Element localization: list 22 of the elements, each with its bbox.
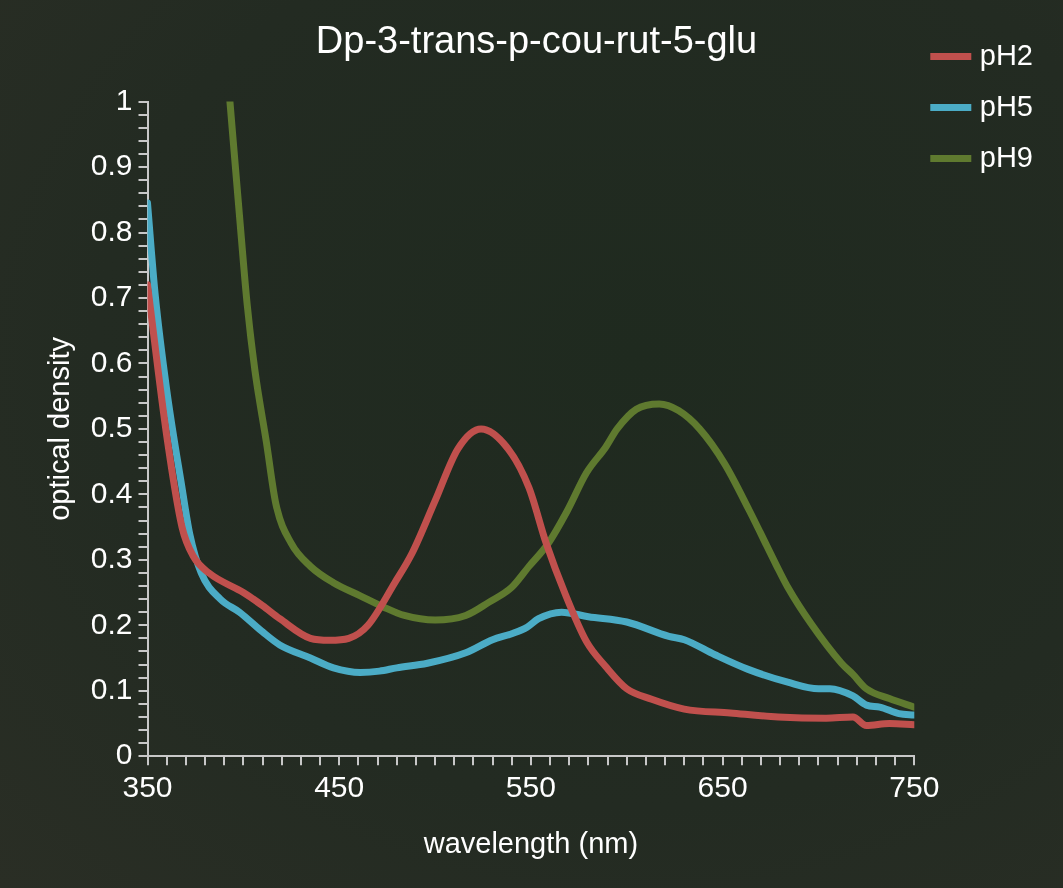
x-tick-label: 550 xyxy=(505,770,556,804)
legend-label: pH9 xyxy=(979,140,1033,173)
y-tick-label: 0.7 xyxy=(90,279,133,313)
x-axis-title: wavelength (nm) xyxy=(422,826,639,859)
chart-title: Dp-3-trans-p-cou-rut-5-glu xyxy=(315,19,758,62)
y-tick-label: 0.4 xyxy=(90,475,133,509)
x-tick-label: 450 xyxy=(314,770,365,804)
y-tick-label: 0.9 xyxy=(90,148,133,182)
x-tick-label: 350 xyxy=(122,770,173,804)
legend-label: pH5 xyxy=(979,89,1033,122)
y-tick-label: 0.1 xyxy=(90,672,133,706)
y-tick-label: 0.3 xyxy=(90,541,133,575)
y-tick-label: 0 xyxy=(115,737,133,771)
y-tick-label: 0.8 xyxy=(90,213,133,247)
y-tick-label: 0.2 xyxy=(90,606,133,640)
x-tick-label: 650 xyxy=(697,770,748,804)
y-tick-label: 1 xyxy=(115,82,133,116)
y-tick-label: 0.6 xyxy=(90,344,133,378)
legend-label: pH2 xyxy=(979,38,1033,71)
y-tick-label: 0.5 xyxy=(90,410,133,444)
y-axis-title: optical density xyxy=(43,336,76,521)
x-tick-label: 750 xyxy=(889,770,940,804)
